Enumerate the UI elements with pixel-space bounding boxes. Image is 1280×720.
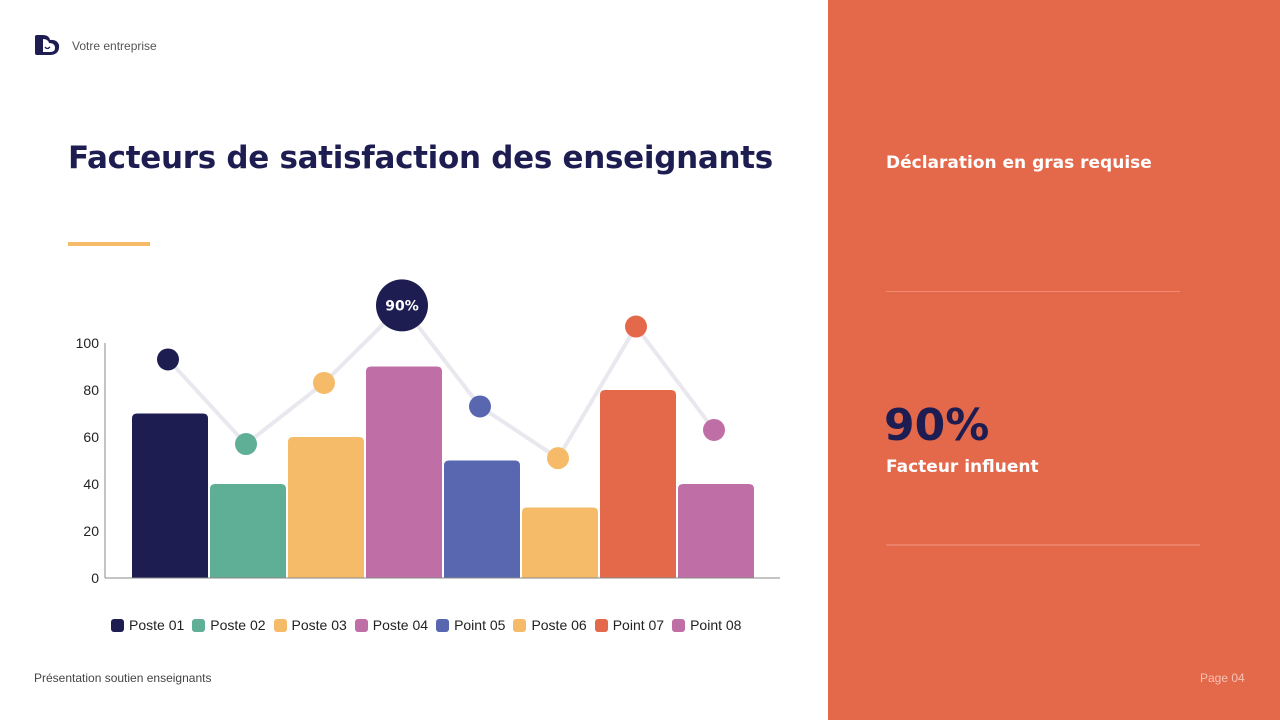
overlay-line (166, 303, 716, 461)
highlight-point (376, 279, 428, 332)
side-fine-print (886, 544, 1200, 546)
legend-item: Point 05 (436, 617, 505, 633)
overlay-point-7 (625, 315, 647, 338)
slide-main (0, 0, 828, 720)
page-number: Page 04 (1200, 671, 1245, 685)
legend-swatch (436, 618, 450, 632)
y-tick-label: 40 (83, 476, 99, 492)
y-tick-label: 80 (83, 382, 99, 398)
overlay-point-1 (157, 348, 179, 371)
overlay-point-3 (313, 371, 335, 394)
legend-swatch (594, 618, 608, 632)
side-stat-value: 90% (884, 400, 990, 451)
footer-presentation: Présentation soutien enseignants (34, 671, 212, 685)
y-tick-label: 0 (91, 570, 99, 586)
side-stat-label: Facteur influent (886, 457, 1039, 477)
side-panel (828, 0, 1280, 720)
y-tick-label: 60 (83, 429, 99, 445)
legend-swatch (192, 618, 206, 632)
bar-8 (678, 484, 754, 578)
y-tick-label: 20 (83, 523, 99, 539)
company-name: Votre entreprise (72, 39, 157, 53)
legend-item: Poste 03 (273, 617, 347, 633)
legend-item: Poste 06 (513, 617, 587, 633)
legend-swatch (273, 618, 287, 632)
bar-5 (444, 460, 520, 578)
side-divider (886, 291, 1180, 292)
legend-label: Poste 03 (291, 617, 347, 633)
legend-swatch (354, 618, 368, 632)
legend-label: Point 07 (612, 617, 665, 633)
overlay-point-2 (235, 433, 257, 456)
legend-swatch (513, 618, 527, 632)
company-logo-icon (35, 35, 60, 55)
bar-2 (210, 484, 286, 578)
overlay-point-8 (703, 418, 725, 441)
legend-item: Poste 04 (354, 617, 429, 633)
legend-label: Point 05 (454, 617, 506, 633)
y-tick-label: 100 (76, 335, 100, 351)
chart-legend: Poste 01 Poste 02 Poste 03 Poste 04 Point 05… (111, 617, 741, 633)
legend-label: Poste 01 (129, 617, 185, 633)
legend-item: Point 08 (672, 617, 741, 633)
page-title: Facteurs de satisfaction des enseignants (68, 140, 773, 176)
bar-1 (132, 413, 208, 578)
side-heading: Déclaration en gras requise (886, 153, 1152, 173)
bar-chart: 0 20 40 60 80 100 90% (76, 279, 780, 586)
legend-swatch (672, 618, 686, 632)
bar-4 (366, 366, 442, 578)
legend-swatch (111, 618, 124, 632)
overlay-point-5 (469, 395, 491, 418)
title-accent-bar (68, 242, 150, 246)
bar-7 (600, 390, 676, 578)
overlay-point-6 (547, 447, 569, 470)
legend-item: Point 07 (594, 617, 665, 633)
legend-label: Poste 04 (372, 617, 429, 633)
legend-label: Poste 02 (210, 617, 266, 633)
highlight-label: 90% (385, 298, 419, 314)
bar-6 (522, 507, 598, 578)
legend-label: Point 08 (690, 617, 742, 633)
legend-label: Poste 06 (531, 617, 587, 633)
legend-item: Poste 01 (111, 617, 184, 633)
legend-item: Poste 02 (192, 617, 266, 633)
bar-3 (288, 437, 364, 578)
